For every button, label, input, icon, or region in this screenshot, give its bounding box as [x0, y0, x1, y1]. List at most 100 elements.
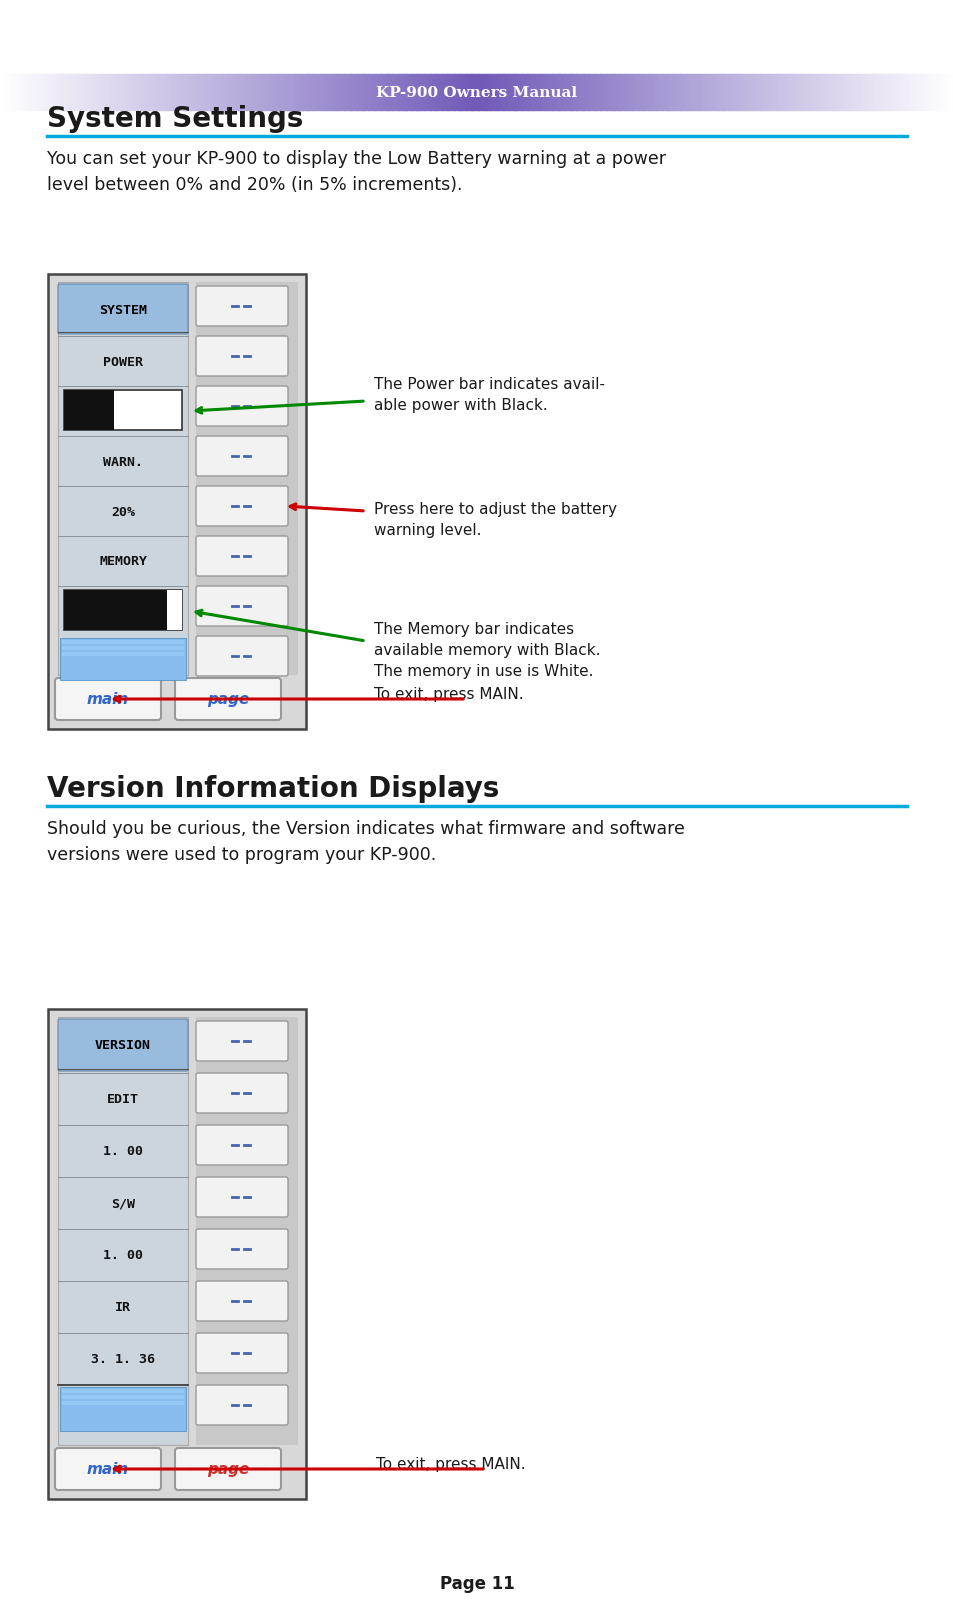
- Bar: [777, 74, 780, 111]
- Bar: [114, 74, 117, 111]
- Bar: [181, 74, 185, 111]
- Bar: [796, 74, 799, 111]
- Bar: [203, 74, 206, 111]
- Text: You can set your KP-900 to display the Low Battery warning at a power
level betw: You can set your KP-900 to display the L…: [47, 150, 665, 194]
- Bar: [22, 74, 25, 111]
- Bar: [480, 74, 483, 111]
- Bar: [24, 74, 27, 111]
- Bar: [595, 74, 598, 111]
- Text: 1. 00: 1. 00: [103, 1249, 143, 1262]
- Bar: [244, 74, 247, 111]
- Bar: [537, 74, 540, 111]
- Text: S/W: S/W: [111, 1196, 135, 1210]
- Bar: [91, 74, 93, 111]
- Bar: [742, 74, 745, 111]
- Bar: [466, 74, 469, 111]
- Bar: [820, 74, 822, 111]
- Bar: [750, 74, 753, 111]
- Bar: [234, 74, 237, 111]
- Bar: [213, 74, 215, 111]
- Bar: [58, 1017, 188, 1445]
- Bar: [945, 74, 949, 111]
- Bar: [155, 74, 158, 111]
- Bar: [122, 74, 125, 111]
- Bar: [674, 74, 677, 111]
- Bar: [636, 74, 639, 111]
- Text: KP-900 Owners Manual: KP-900 Owners Manual: [376, 86, 577, 100]
- Bar: [58, 282, 188, 676]
- Text: EDIT: EDIT: [107, 1093, 139, 1106]
- Bar: [55, 74, 58, 111]
- Bar: [764, 74, 767, 111]
- Bar: [473, 74, 476, 111]
- Bar: [439, 74, 442, 111]
- Bar: [501, 74, 504, 111]
- FancyBboxPatch shape: [195, 387, 288, 426]
- Bar: [146, 74, 149, 111]
- Bar: [375, 74, 378, 111]
- Bar: [148, 74, 151, 111]
- Bar: [755, 74, 758, 111]
- Bar: [3, 74, 6, 111]
- Bar: [717, 74, 720, 111]
- Bar: [728, 74, 731, 111]
- Bar: [167, 591, 182, 631]
- FancyBboxPatch shape: [174, 678, 281, 720]
- Bar: [395, 74, 397, 111]
- Bar: [657, 74, 659, 111]
- Bar: [46, 74, 49, 111]
- Bar: [308, 74, 311, 111]
- Bar: [848, 74, 851, 111]
- Bar: [336, 74, 339, 111]
- Bar: [311, 74, 314, 111]
- Bar: [370, 74, 374, 111]
- Bar: [335, 74, 337, 111]
- Bar: [516, 74, 518, 111]
- Bar: [172, 74, 174, 111]
- Bar: [127, 74, 130, 111]
- Bar: [482, 74, 485, 111]
- Bar: [523, 74, 526, 111]
- Bar: [430, 74, 433, 111]
- Bar: [67, 74, 70, 111]
- Bar: [108, 74, 111, 111]
- Bar: [105, 74, 108, 111]
- Bar: [642, 74, 645, 111]
- Bar: [332, 74, 335, 111]
- Bar: [79, 74, 82, 111]
- Bar: [151, 74, 153, 111]
- Bar: [497, 74, 499, 111]
- Bar: [184, 74, 187, 111]
- Bar: [793, 74, 796, 111]
- Bar: [707, 74, 710, 111]
- Bar: [289, 74, 292, 111]
- Bar: [98, 74, 101, 111]
- Bar: [133, 74, 136, 111]
- FancyBboxPatch shape: [58, 1020, 188, 1072]
- Bar: [64, 591, 167, 631]
- Bar: [160, 74, 163, 111]
- Bar: [351, 74, 354, 111]
- Bar: [206, 74, 209, 111]
- Bar: [855, 74, 858, 111]
- Bar: [195, 282, 297, 676]
- Bar: [74, 74, 77, 111]
- Bar: [860, 74, 862, 111]
- Bar: [862, 74, 865, 111]
- Bar: [874, 74, 877, 111]
- Bar: [411, 74, 414, 111]
- Bar: [740, 74, 743, 111]
- Text: IR: IR: [115, 1301, 131, 1314]
- Bar: [487, 74, 490, 111]
- Bar: [774, 74, 777, 111]
- Bar: [110, 74, 112, 111]
- Bar: [433, 74, 436, 111]
- Bar: [891, 74, 894, 111]
- Bar: [598, 74, 600, 111]
- Bar: [571, 74, 574, 111]
- Text: System Settings: System Settings: [47, 105, 303, 132]
- Bar: [791, 74, 794, 111]
- Bar: [888, 74, 891, 111]
- Bar: [282, 74, 285, 111]
- Bar: [810, 74, 813, 111]
